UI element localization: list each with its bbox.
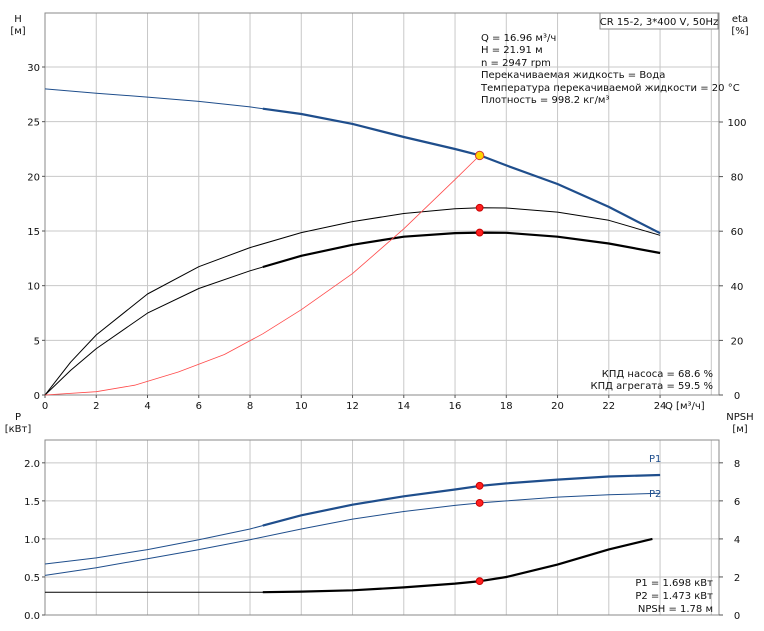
right-tick-label: 0 (734, 611, 740, 622)
bottom-left-axis-title: P (15, 412, 21, 423)
info-line-q: Q = 16.96 м³/ч (481, 33, 556, 44)
bottom-points (475, 481, 484, 586)
P2-pt-marker (475, 499, 484, 507)
chart-title: CR 15-2, 3*400 V, 50Hz (600, 17, 718, 28)
left-tick-label: 0.0 (24, 611, 40, 622)
right-tick-label: 60 (731, 227, 744, 238)
x-tick-label: 8 (247, 401, 253, 412)
p2-curve-label: P2 (649, 489, 661, 500)
info-line-h: H = 21.91 м (481, 45, 543, 56)
left-tick-label: 0.5 (24, 573, 40, 584)
top-left-axis-unit: [м] (10, 26, 25, 37)
left-tick-label: 2.0 (24, 459, 40, 470)
p1-value-text: P1 = 1.698 кВт (635, 578, 713, 589)
left-tick-label: 20 (27, 172, 40, 183)
right-tick-label: 0 (734, 391, 740, 402)
top-left-axis-title: H (14, 14, 22, 25)
top-curves (44, 88, 661, 396)
duty-info-block: Q = 16.96 м³/ч H = 21.91 м n = 2947 rpm … (480, 33, 740, 106)
eta-unit-pt-marker (475, 228, 484, 237)
bottom-right-axis-unit: [м] (732, 424, 747, 435)
top-points (474, 150, 485, 237)
p2-value-text: P2 = 1.473 кВт (635, 591, 713, 602)
p2-curve (44, 492, 661, 576)
npsh-curve (45, 538, 653, 593)
right-tick-label: 40 (731, 282, 744, 293)
top-right-axis-unit: [%] (731, 26, 748, 37)
left-tick-label: 5 (34, 336, 40, 347)
NPSH-pt-marker (475, 577, 484, 586)
left-tick-label: 25 (27, 118, 40, 129)
power-npsh-panel: 0.0 0.5 1.0 1.5 2.0 0 2 4 6 8 P [кВт] NPSH [м] P1… (5, 412, 754, 622)
right-tick-label: 20 (731, 336, 744, 347)
right-tick-label: 80 (731, 173, 744, 184)
info-line-liquid: Перекачиваемая жидкость = Вода (481, 70, 665, 81)
x-tick-label: 2 (93, 401, 99, 412)
x-tick-label: 12 (346, 401, 359, 412)
power-info-block: P1 = 1.698 кВт P2 = 1.473 кВт NPSH = 1.7… (635, 578, 713, 615)
duty-marker (474, 150, 485, 161)
x-tick-label: 22 (602, 401, 615, 412)
system-curve (44, 155, 480, 396)
left-tick-label: 1.0 (24, 535, 40, 546)
x-tick-label: 6 (196, 401, 202, 412)
plot-frame (44, 12, 720, 396)
info-line-density: Плотность = 998.2 кг/м³ (481, 95, 610, 106)
right-tick-label: 2 (734, 573, 740, 584)
x-tick-label: 4 (144, 401, 150, 412)
right-tick-label: 4 (734, 535, 740, 546)
x-tick-label: 0 (42, 401, 48, 412)
x-axis-label: Q [м³/ч] (665, 401, 705, 412)
x-tick-label: 16 (449, 401, 462, 412)
title-box (599, 12, 719, 30)
efficiency-info-block: КПД насоса = 68.6 % КПД агрегата = 59.5 … (590, 369, 713, 392)
P1-pt-marker (475, 481, 484, 490)
p1-operating-range (262, 473, 661, 527)
left-tick-label: 0 (34, 391, 40, 402)
left-tick-label: 15 (27, 227, 40, 238)
left-tick-label: 1.5 (24, 497, 40, 508)
x-tick-label: 14 (397, 401, 410, 412)
h-operating-range (262, 107, 661, 235)
info-line-temperature: Температура перекачиваемой жидкости = 20… (480, 83, 740, 94)
p1-curve-label: P1 (649, 454, 661, 465)
right-tick-label: 6 (734, 497, 740, 508)
eta-pump-text: КПД насоса = 68.6 % (602, 369, 713, 380)
bottom-ticks: 0.0 0.5 1.0 1.5 2.0 0 2 4 6 8 (24, 459, 740, 622)
eta-unit-operating-range (262, 231, 661, 269)
right-tick-label: 8 (734, 459, 740, 470)
x-tick-label: 24 (654, 401, 667, 412)
info-line-n: n = 2947 rpm (481, 58, 551, 69)
x-tick-label: 20 (551, 401, 564, 412)
bottom-curves (44, 473, 661, 594)
left-tick-label: 10 (27, 282, 40, 293)
x-tick-label: 18 (500, 401, 513, 412)
top-grid (44, 12, 720, 396)
right-tick-label: 100 (727, 118, 746, 129)
left-tick-label: 30 (27, 63, 40, 74)
bottom-grid (44, 439, 720, 616)
eta-pump-pt-marker (475, 203, 484, 212)
bottom-left-axis-unit: [кВт] (5, 424, 32, 435)
x-tick-label: 10 (295, 401, 308, 412)
npsh-value-text: NPSH = 1.78 м (638, 604, 713, 615)
eta-pump-curve (44, 207, 661, 396)
top-right-axis-title: eta (732, 14, 748, 25)
eta-unit-text: КПД агрегата = 59.5 % (590, 381, 713, 392)
bottom-right-axis-title: NPSH (726, 412, 753, 423)
npsh-operating-range (262, 537, 653, 594)
plot-frame (44, 439, 720, 616)
